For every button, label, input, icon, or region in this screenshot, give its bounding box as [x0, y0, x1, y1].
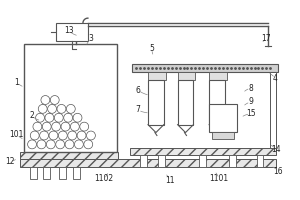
Text: 8: 8	[248, 84, 253, 93]
Bar	[24, 44, 118, 152]
Text: 16: 16	[273, 166, 283, 176]
Text: 6: 6	[136, 86, 141, 95]
Circle shape	[73, 113, 82, 122]
Circle shape	[45, 113, 54, 122]
Text: 17: 17	[262, 34, 271, 43]
Bar	[256, 155, 263, 167]
Circle shape	[84, 140, 93, 149]
Circle shape	[41, 96, 50, 104]
Bar	[56, 23, 88, 41]
Bar	[209, 72, 227, 80]
Circle shape	[64, 113, 73, 122]
Bar	[59, 167, 66, 179]
Bar	[130, 148, 276, 155]
Bar	[199, 155, 206, 167]
Bar	[178, 72, 195, 80]
Circle shape	[86, 131, 95, 140]
Circle shape	[77, 131, 86, 140]
Bar	[44, 167, 50, 179]
Bar	[209, 80, 225, 125]
Circle shape	[33, 122, 42, 131]
Bar	[20, 152, 118, 159]
Circle shape	[49, 131, 58, 140]
Circle shape	[80, 122, 89, 131]
Bar	[73, 167, 80, 179]
Circle shape	[50, 96, 59, 104]
Bar	[209, 104, 237, 132]
Bar	[148, 72, 166, 80]
Circle shape	[61, 122, 70, 131]
Bar	[270, 72, 276, 148]
Circle shape	[28, 140, 37, 149]
Text: 12: 12	[5, 157, 15, 166]
Text: 1101: 1101	[209, 174, 229, 183]
Text: 9: 9	[248, 97, 253, 106]
Bar	[229, 155, 236, 167]
Text: 5: 5	[149, 44, 154, 53]
Bar	[132, 64, 278, 72]
Circle shape	[66, 104, 75, 113]
Circle shape	[74, 140, 83, 149]
Bar	[212, 132, 234, 139]
Circle shape	[54, 113, 63, 122]
Text: 2: 2	[29, 111, 34, 120]
Text: 11: 11	[165, 176, 175, 185]
Text: 1: 1	[14, 78, 19, 87]
Text: 101: 101	[10, 130, 24, 139]
Circle shape	[40, 131, 49, 140]
Text: 1102: 1102	[94, 174, 113, 183]
Bar	[30, 167, 37, 179]
Circle shape	[52, 122, 61, 131]
Text: 15: 15	[246, 109, 255, 118]
Circle shape	[70, 122, 79, 131]
Circle shape	[46, 140, 55, 149]
Circle shape	[56, 140, 64, 149]
Circle shape	[37, 140, 46, 149]
Circle shape	[42, 122, 51, 131]
Text: 14: 14	[272, 145, 281, 154]
Text: 7: 7	[136, 105, 141, 114]
Text: 13: 13	[64, 26, 74, 35]
Text: 3: 3	[88, 34, 93, 43]
Circle shape	[58, 131, 67, 140]
Bar	[148, 80, 164, 125]
Circle shape	[65, 140, 74, 149]
Bar	[158, 155, 165, 167]
Circle shape	[30, 131, 39, 140]
Circle shape	[48, 104, 56, 113]
Circle shape	[57, 104, 66, 113]
Circle shape	[36, 113, 44, 122]
Text: 4: 4	[273, 74, 278, 83]
Circle shape	[38, 104, 47, 113]
Bar	[20, 159, 276, 167]
Bar	[178, 80, 194, 125]
Circle shape	[68, 131, 76, 140]
Bar	[140, 155, 147, 167]
